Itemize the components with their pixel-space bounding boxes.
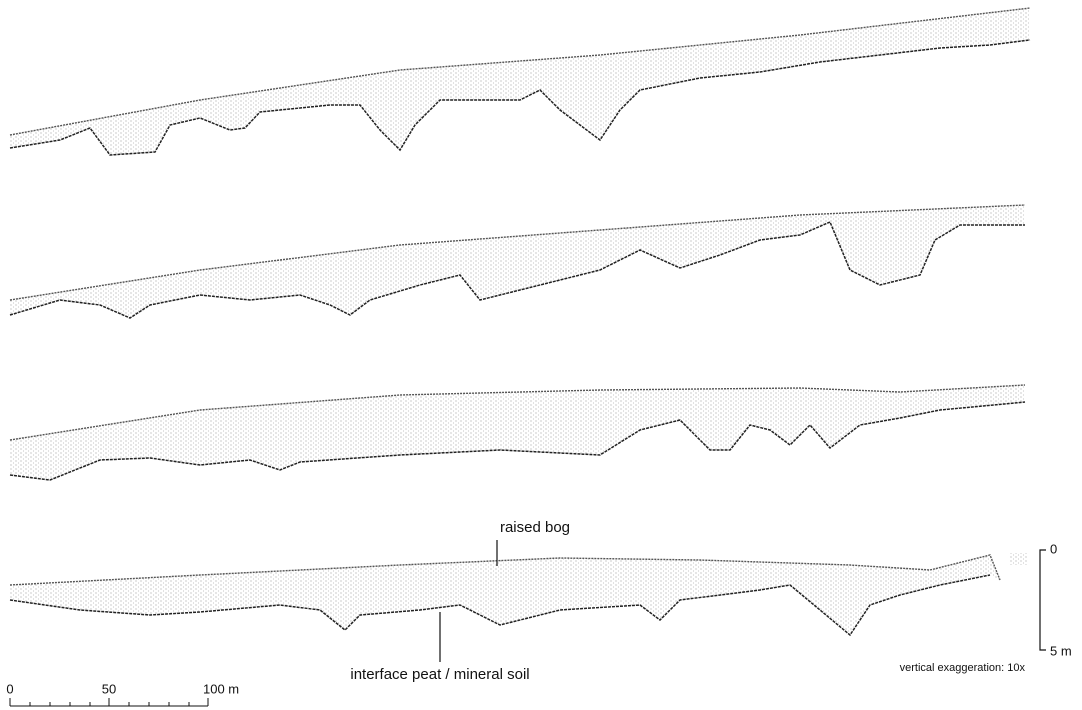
scale-label: 100 m [203, 681, 239, 696]
profile-2 [9, 204, 1026, 319]
scale-label: 50 [102, 681, 116, 696]
profile-1 [9, 7, 1031, 156]
label-raised-bog: raised bog [500, 519, 570, 536]
profile-4 [9, 553, 1028, 637]
label-exaggeration: vertical exaggeration: 10x [900, 662, 1026, 674]
scale-label: 5 m [1050, 643, 1072, 658]
label-interface: interface peat / mineral soil [350, 666, 529, 683]
scale-label: 0 [1050, 541, 1057, 556]
scale-label: 0 [6, 681, 13, 696]
vertical-scale: 0 5 m [1039, 541, 1072, 658]
horizontal-scale [9, 698, 209, 707]
profile-3 [9, 384, 1026, 481]
